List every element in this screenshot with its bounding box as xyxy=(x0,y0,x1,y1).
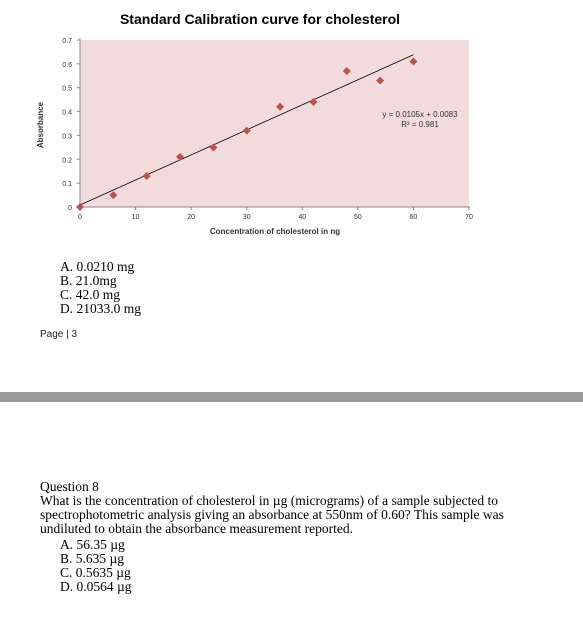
x-tick-label: 70 xyxy=(465,214,473,221)
page-separator xyxy=(0,392,583,402)
option-b[interactable]: B. 5.635 µg xyxy=(60,551,125,566)
page-4 xyxy=(0,402,583,618)
y-tick-label: 0.1 xyxy=(62,181,72,188)
question-7-options: A. 0.0210 mg B. 21.0mg C. 42.0 mg D. 210… xyxy=(60,260,141,316)
data-point xyxy=(376,76,385,85)
option-a[interactable]: A. 0.0210 mg xyxy=(60,259,135,274)
option-c[interactable]: C. 0.5635 µg xyxy=(60,565,131,580)
option-a[interactable]: A. 56.35 µg xyxy=(60,537,125,552)
data-point xyxy=(342,67,351,76)
question-8-title: Question 8 xyxy=(40,479,99,494)
x-tick-label: 50 xyxy=(354,214,362,221)
y-tick-label: 0.2 xyxy=(62,157,72,164)
data-point xyxy=(142,171,151,180)
data-point xyxy=(76,203,84,211)
option-b[interactable]: B. 21.0mg xyxy=(60,273,117,288)
page-footer: Page | 3 xyxy=(40,329,78,340)
question-8-options: A. 56.35 µg B. 5.635 µg C. 0.5635 µg D. … xyxy=(60,538,132,594)
x-tick-label: 30 xyxy=(243,214,251,221)
x-tick-label: 60 xyxy=(410,214,418,221)
y-tick-label: 0.6 xyxy=(62,62,72,69)
chart-title: Standard Calibration curve for cholester… xyxy=(120,11,400,27)
r-squared-label: R² = 0.981 xyxy=(401,120,439,129)
trendline-equation: y = 0.0105x + 0.0083 xyxy=(382,110,458,119)
question-8-text: What is the concentration of cholesterol… xyxy=(40,493,504,536)
y-tick-label: 0 xyxy=(68,205,72,212)
x-tick-label: 40 xyxy=(298,214,306,221)
page-3: Standard Calibration curve for cholester… xyxy=(36,11,473,340)
x-tick-label: 10 xyxy=(132,214,140,221)
data-point xyxy=(176,152,185,161)
y-tick-label: 0.7 xyxy=(62,38,72,45)
option-c[interactable]: C. 42.0 mg xyxy=(60,287,121,302)
y-tick-label: 0.5 xyxy=(62,86,72,93)
option-d[interactable]: D. 0.0564 µg xyxy=(60,579,132,594)
data-point xyxy=(109,191,118,200)
y-tick-label: 0.4 xyxy=(62,110,72,117)
plot-area xyxy=(80,40,469,207)
y-tick-label: 0.3 xyxy=(62,133,72,140)
data-point xyxy=(409,57,418,66)
x-tick-label: 0 xyxy=(78,214,82,221)
x-tick-label: 20 xyxy=(187,214,195,221)
data-point xyxy=(276,102,285,111)
option-d[interactable]: D. 21033.0 mg xyxy=(60,301,141,316)
y-axis-label: Absorbance xyxy=(36,101,45,148)
x-axis-label: Concentration of cholesterol in ng xyxy=(210,227,340,236)
data-point xyxy=(209,143,218,152)
data-point xyxy=(242,126,251,135)
calibration-chart: Standard Calibration curve for cholester… xyxy=(36,11,473,236)
data-point xyxy=(309,98,318,107)
